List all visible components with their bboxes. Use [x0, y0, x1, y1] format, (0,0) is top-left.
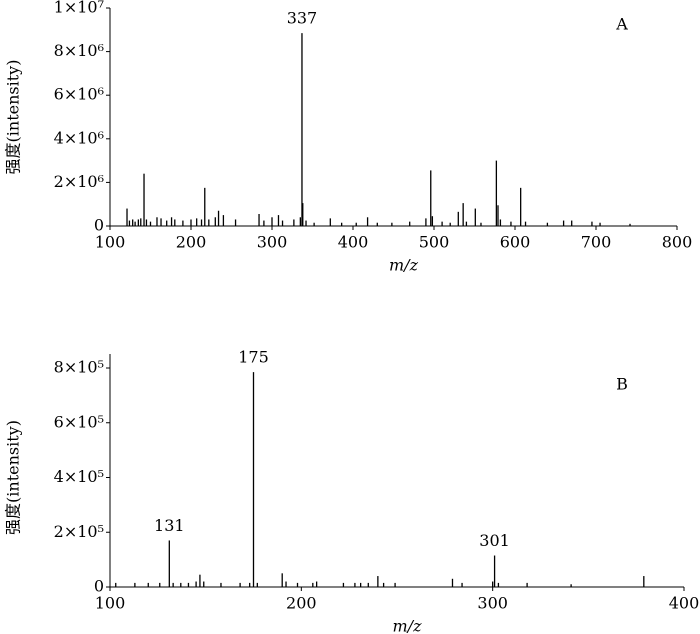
peak-label: 131	[154, 516, 185, 535]
x-tick-label: 300	[257, 233, 288, 252]
y-tick-label: 2×10⁶	[54, 172, 104, 191]
x-axis-label: m/z	[389, 256, 419, 275]
x-tick-label: 400	[338, 233, 369, 252]
y-tick-label: 1×10⁷	[54, 0, 104, 17]
x-axis-label: m/z	[393, 617, 423, 634]
panel-label: B	[616, 375, 628, 394]
panel-label: A	[615, 15, 628, 34]
y-tick-label: 2×10⁵	[54, 522, 104, 541]
y-axis-label: 强度(intensity)	[4, 420, 23, 535]
peak-label: 175	[238, 348, 269, 367]
x-tick-label: 600	[500, 233, 531, 252]
y-axis-label: 强度(intensity)	[4, 60, 23, 175]
x-tick-label: 700	[581, 233, 612, 252]
x-tick-label: 200	[176, 233, 207, 252]
y-tick-label: 6×10⁵	[54, 412, 104, 431]
x-tick-label: 300	[477, 594, 508, 613]
x-tick-label: 800	[662, 233, 693, 252]
y-tick-label: 4×10⁶	[54, 128, 104, 147]
x-tick-label: 500	[419, 233, 450, 252]
y-tick-label: 6×10⁶	[54, 85, 104, 104]
peak-label: 337	[287, 9, 318, 28]
x-tick-label: 400	[669, 594, 700, 613]
peak-label: 301	[479, 531, 510, 550]
y-tick-label: 8×10⁵	[54, 358, 104, 377]
y-tick-label: 0	[94, 577, 104, 596]
x-tick-label: 100	[95, 594, 126, 613]
x-tick-label: 200	[286, 594, 317, 613]
y-tick-label: 0	[94, 216, 104, 235]
y-tick-label: 8×10⁶	[54, 41, 104, 60]
y-tick-label: 4×10⁵	[54, 467, 104, 486]
x-tick-label: 100	[95, 233, 126, 252]
